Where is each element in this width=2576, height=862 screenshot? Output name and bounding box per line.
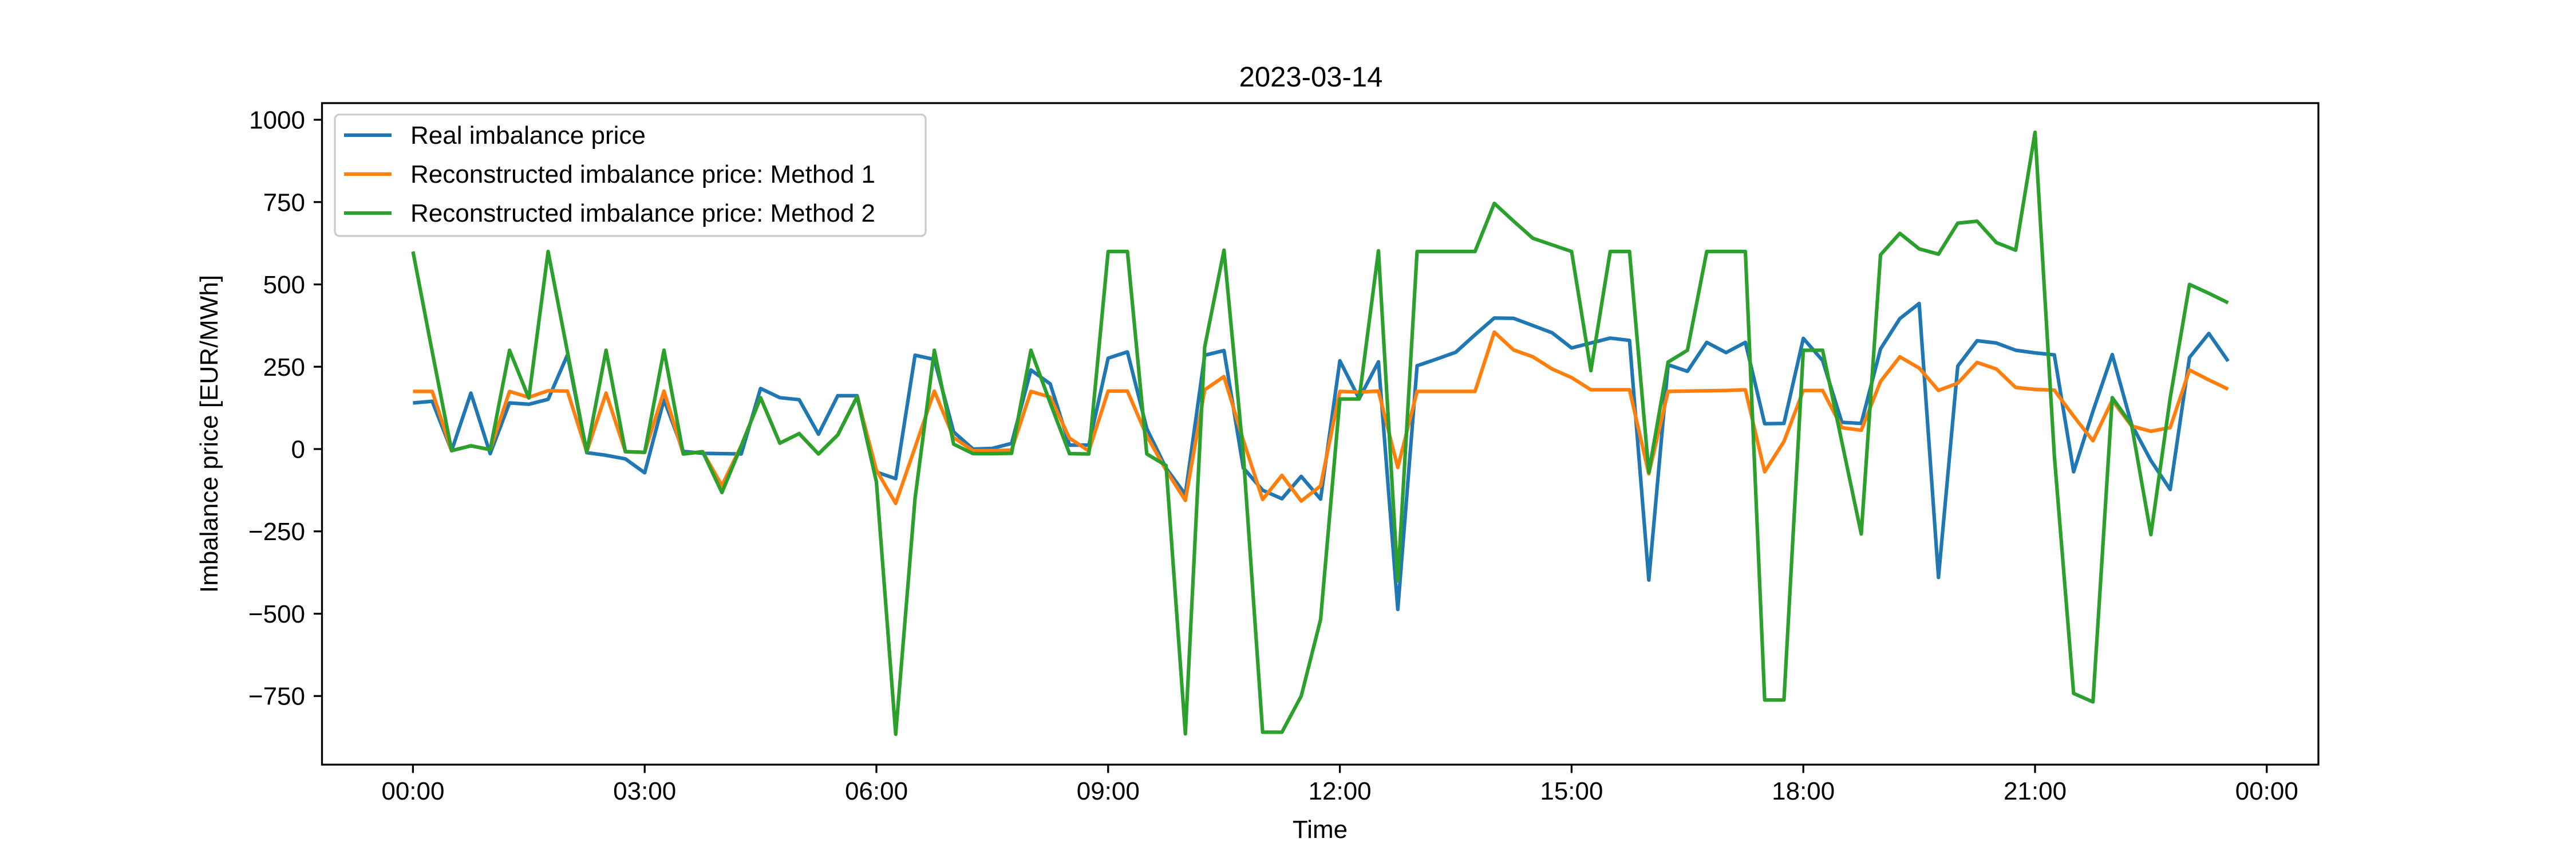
svg-text:−500: −500 <box>248 600 305 628</box>
svg-text:Reconstructed imbalance price:: Reconstructed imbalance price: Method 1 <box>410 160 875 188</box>
svg-text:Time: Time <box>1293 816 1348 844</box>
svg-text:Real imbalance price: Real imbalance price <box>410 121 646 149</box>
svg-text:750: 750 <box>263 188 305 217</box>
svg-text:0: 0 <box>291 436 305 464</box>
svg-text:00:00: 00:00 <box>2235 777 2298 805</box>
svg-text:12:00: 12:00 <box>1309 777 1372 805</box>
svg-text:−750: −750 <box>248 683 305 711</box>
svg-text:21:00: 21:00 <box>2004 777 2067 805</box>
svg-text:2023-03-14: 2023-03-14 <box>1239 62 1383 93</box>
svg-text:500: 500 <box>263 271 305 299</box>
svg-text:Imbalance price [EUR/MWh]: Imbalance price [EUR/MWh] <box>195 275 223 593</box>
svg-text:03:00: 03:00 <box>613 777 676 805</box>
svg-text:00:00: 00:00 <box>381 777 444 805</box>
svg-text:09:00: 09:00 <box>1077 777 1140 805</box>
svg-text:15:00: 15:00 <box>1540 777 1603 805</box>
svg-text:06:00: 06:00 <box>845 777 908 805</box>
svg-text:1000: 1000 <box>249 107 305 135</box>
svg-text:Reconstructed imbalance price:: Reconstructed imbalance price: Method 2 <box>410 199 875 227</box>
svg-text:−250: −250 <box>248 518 305 546</box>
svg-text:250: 250 <box>263 353 305 381</box>
svg-text:18:00: 18:00 <box>1772 777 1835 805</box>
